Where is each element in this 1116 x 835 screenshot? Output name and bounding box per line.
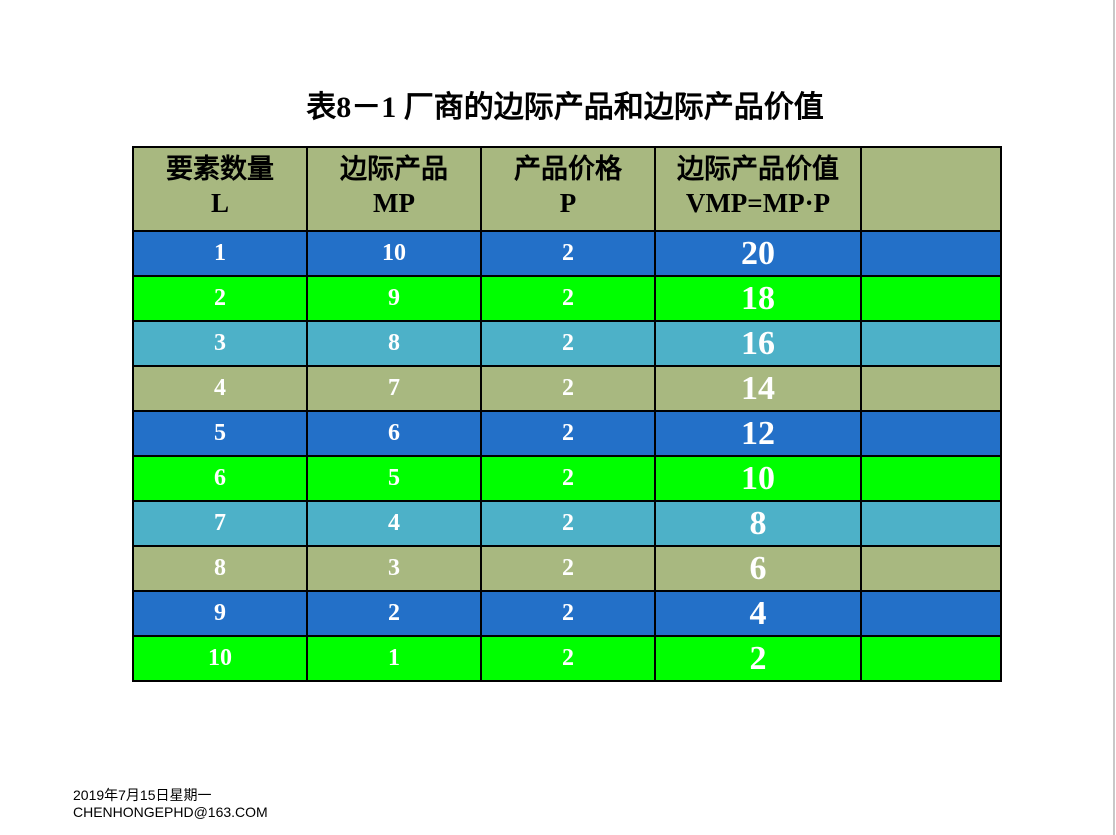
cell-l: 1 [132, 230, 308, 277]
table-row: 4 7 2 14 [132, 365, 1002, 412]
table-row: 6 5 2 10 [132, 455, 1002, 502]
cell-p: 2 [480, 545, 656, 592]
cell-p: 2 [480, 590, 656, 637]
slide-edge [1113, 0, 1115, 835]
header-l-label: 要素数量 [166, 154, 274, 184]
header-p: 产品价格 P [480, 146, 656, 232]
cell-vmp: 8 [654, 500, 862, 547]
cell-empty [860, 590, 1002, 637]
header-vmp-formula: VMP=MP·P [685, 188, 831, 218]
footer-date: 2019年7月15日星期一 [73, 787, 212, 803]
table-row: 1 10 2 20 [132, 230, 1002, 277]
header-mp-label: 边际产品 [340, 154, 448, 184]
cell-l: 8 [132, 545, 308, 592]
cell-mp: 5 [306, 455, 482, 502]
header-l-symbol: L [210, 188, 229, 218]
cell-empty [860, 320, 1002, 367]
cell-mp: 2 [306, 590, 482, 637]
cell-p: 2 [480, 365, 656, 412]
cell-empty [860, 230, 1002, 277]
cell-vmp: 16 [654, 320, 862, 367]
cell-vmp: 2 [654, 635, 862, 682]
cell-vmp: 10 [654, 455, 862, 502]
cell-l: 4 [132, 365, 308, 412]
header-p-label: 产品价格 [514, 154, 622, 184]
cell-l: 9 [132, 590, 308, 637]
cell-l: 5 [132, 410, 308, 457]
cell-p: 2 [480, 320, 656, 367]
cell-vmp: 12 [654, 410, 862, 457]
cell-vmp: 20 [654, 230, 862, 277]
header-empty [860, 146, 1002, 232]
table-row: 5 6 2 12 [132, 410, 1002, 457]
cell-l: 7 [132, 500, 308, 547]
cell-mp: 4 [306, 500, 482, 547]
table-header-row: 要素数量 L 边际产品 MP 产品价格 P 边际产品价值 VMP=MP·P [132, 146, 1002, 232]
cell-mp: 8 [306, 320, 482, 367]
cell-empty [860, 410, 1002, 457]
cell-l: 3 [132, 320, 308, 367]
cell-vmp: 4 [654, 590, 862, 637]
cell-mp: 7 [306, 365, 482, 412]
header-mp: 边际产品 MP [306, 146, 482, 232]
cell-p: 2 [480, 455, 656, 502]
cell-vmp: 18 [654, 275, 862, 322]
cell-empty [860, 635, 1002, 682]
cell-empty [860, 365, 1002, 412]
cell-mp: 1 [306, 635, 482, 682]
footer: 2019年7月15日星期一 CHENHONGEPHD@163.COM [73, 787, 268, 821]
cell-mp: 10 [306, 230, 482, 277]
header-vmp: 边际产品价值 VMP=MP·P [654, 146, 862, 232]
cell-l: 2 [132, 275, 308, 322]
cell-p: 2 [480, 500, 656, 547]
table-row: 2 9 2 18 [132, 275, 1002, 322]
cell-vmp: 6 [654, 545, 862, 592]
table-row: 10 1 2 2 [132, 635, 1002, 682]
header-vmp-label: 边际产品价值 [677, 154, 839, 184]
cell-mp: 3 [306, 545, 482, 592]
cell-l: 10 [132, 635, 308, 682]
footer-email: CHENHONGEPHD@163.COM [73, 804, 268, 820]
cell-mp: 6 [306, 410, 482, 457]
cell-empty [860, 545, 1002, 592]
cell-p: 2 [480, 410, 656, 457]
cell-mp: 9 [306, 275, 482, 322]
cell-empty [860, 275, 1002, 322]
cell-p: 2 [480, 230, 656, 277]
table-row: 3 8 2 16 [132, 320, 1002, 367]
cell-p: 2 [480, 275, 656, 322]
cell-p: 2 [480, 635, 656, 682]
slide-title: 表8－1 厂商的边际产品和边际产品价值 [306, 91, 824, 124]
cell-l: 6 [132, 455, 308, 502]
header-l: 要素数量 L [132, 146, 308, 232]
header-mp-symbol: MP [373, 188, 415, 218]
header-p-symbol: P [559, 188, 577, 218]
marginal-product-table: 要素数量 L 边际产品 MP 产品价格 P 边际产品价值 VMP=MP·P 1 10 2 20… [132, 146, 1002, 682]
cell-empty [860, 500, 1002, 547]
cell-empty [860, 455, 1002, 502]
cell-vmp: 14 [654, 365, 862, 412]
